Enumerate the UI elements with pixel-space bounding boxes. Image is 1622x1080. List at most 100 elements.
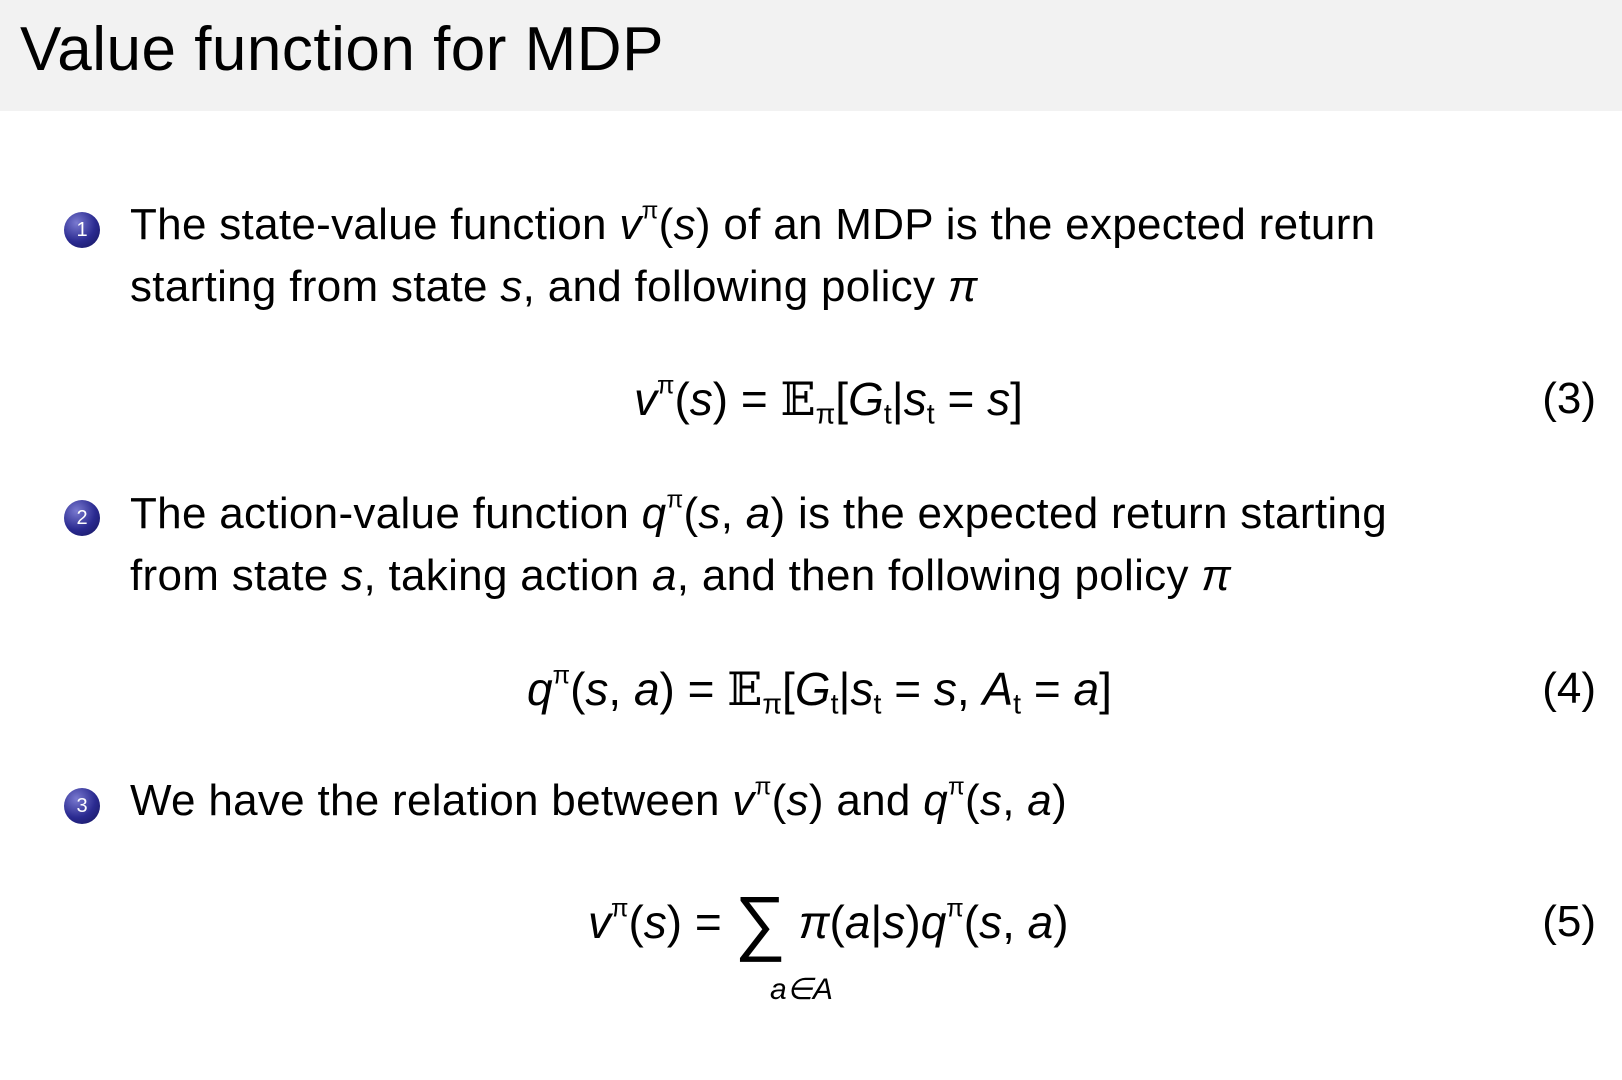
math-symbol: t	[926, 398, 935, 431]
math-symbol: π	[947, 773, 965, 801]
math-symbol: G	[848, 373, 884, 425]
math-symbol: t	[830, 688, 839, 721]
math-symbol: q	[923, 776, 948, 825]
text-segment: ]	[1099, 663, 1112, 715]
math-symbol: a	[633, 663, 660, 715]
text-segment: from state	[130, 551, 342, 600]
math-symbol: π	[754, 773, 772, 801]
math-symbol: s	[786, 776, 809, 825]
text-segment: starting from state	[130, 262, 501, 311]
text-segment: [	[835, 373, 849, 425]
math-symbol: s	[933, 663, 957, 715]
text-segment: , and following policy	[522, 262, 948, 311]
math-symbol: π	[1201, 551, 1232, 600]
text-segment: ,	[1002, 776, 1028, 825]
math-symbol: s	[500, 262, 523, 311]
text-segment: The action-value function	[130, 489, 642, 538]
math-symbol: s	[903, 373, 927, 425]
math-symbol: π	[947, 262, 978, 311]
text-segment: ) =	[666, 896, 735, 948]
math-symbol: t	[883, 398, 892, 431]
text-segment: (	[963, 896, 980, 948]
math-symbol: a	[651, 551, 677, 600]
math-symbol: t	[1013, 688, 1022, 721]
text-segment: [	[782, 663, 795, 715]
text-segment: (	[829, 896, 845, 948]
math-symbol: v	[619, 200, 642, 249]
math-symbol: q	[641, 489, 667, 538]
math-symbol: s	[585, 663, 609, 715]
title-bar: Value function for MDP	[0, 0, 1622, 111]
item-1-line-1: The state-value function vπ(s) of an MDP…	[130, 199, 1375, 250]
math-symbol: t	[873, 688, 882, 721]
text-segment: , and then following policy	[676, 551, 1202, 600]
text-segment: ) and	[808, 776, 924, 825]
text-segment: (	[628, 896, 644, 948]
text-segment: )	[905, 896, 921, 948]
text-segment: ) is the expected return starting	[770, 489, 1387, 538]
text-segment: ) =	[712, 373, 781, 425]
math-symbol: π	[552, 661, 571, 690]
math-symbol: π	[946, 894, 964, 923]
text-segment: ,	[608, 663, 634, 715]
math-symbol: A	[982, 663, 1014, 715]
item-2-line-1: The action-value function qπ(s, a) is th…	[130, 486, 1387, 539]
math-symbol: π	[762, 688, 783, 721]
text-segment: =	[934, 373, 988, 425]
text-segment: =	[1021, 663, 1074, 715]
math-symbol: π	[785, 896, 830, 948]
text-segment: |	[838, 663, 851, 715]
equation-number-4: (4)	[1542, 664, 1596, 713]
equation-4: qπ(s, a) = 𝔼π[Gt|st = s, At = a]	[527, 661, 1112, 719]
text-segment: ,	[720, 489, 746, 538]
math-symbol: π	[611, 894, 629, 923]
text-segment: ) =	[659, 663, 728, 715]
math-symbol: π	[815, 398, 836, 431]
math-symbol: s	[850, 663, 874, 715]
math-symbol: q	[527, 663, 553, 715]
summation-symbol: ∑	[734, 882, 786, 963]
math-symbol: s	[341, 551, 364, 600]
text-segment: (	[964, 776, 980, 825]
text-segment: )	[1052, 776, 1068, 825]
math-symbol: a	[745, 489, 771, 538]
math-symbol: s	[643, 896, 667, 948]
slide-title: Value function for MDP	[20, 15, 664, 84]
math-symbol: a	[1073, 663, 1100, 715]
text-segment: The state-value function	[130, 200, 620, 249]
math-symbol: q	[920, 896, 947, 948]
math-symbol: s	[979, 896, 1003, 948]
text-segment: ]	[1010, 373, 1023, 425]
math-symbol: s	[689, 373, 713, 425]
text-segment: =	[881, 663, 934, 715]
bullet-number-2: 2	[64, 500, 100, 536]
math-symbol: v	[732, 776, 755, 825]
math-symbol: a	[844, 896, 871, 948]
text-segment: (	[674, 373, 690, 425]
item-1-line-2: starting from state s, and following pol…	[130, 262, 978, 312]
math-symbol: a	[1027, 896, 1054, 948]
text-segment: , taking action	[363, 551, 652, 600]
text-segment: We have the relation between	[130, 776, 733, 825]
text-segment: |	[891, 373, 904, 425]
math-symbol: π	[666, 486, 684, 514]
equation-3: vπ(s) = 𝔼π[Gt|st = s]	[634, 372, 1023, 429]
math-symbol: v	[588, 896, 611, 948]
math-symbol: v	[634, 373, 657, 425]
text-segment: 𝔼	[727, 662, 763, 716]
text-segment: (	[771, 776, 787, 825]
bullet-number-1: 1	[64, 212, 100, 248]
text-segment: ,	[956, 663, 983, 715]
math-symbol: s	[979, 776, 1003, 825]
equation-5: vπ(s) = ∑ π(a|s)qπ(s, a)	[588, 887, 1069, 959]
math-symbol: a	[1027, 776, 1053, 825]
text-segment: |	[870, 896, 883, 948]
item-2-line-2: from state s, taking action a, and then …	[130, 551, 1231, 601]
math-symbol: s	[698, 489, 721, 538]
summation-index: a∈A	[770, 973, 833, 1006]
math-symbol: s	[882, 896, 906, 948]
bullet-number-3: 3	[64, 788, 100, 824]
text-segment: (	[570, 663, 586, 715]
math-symbol: s	[673, 200, 696, 249]
text-segment: 𝔼	[780, 372, 816, 426]
